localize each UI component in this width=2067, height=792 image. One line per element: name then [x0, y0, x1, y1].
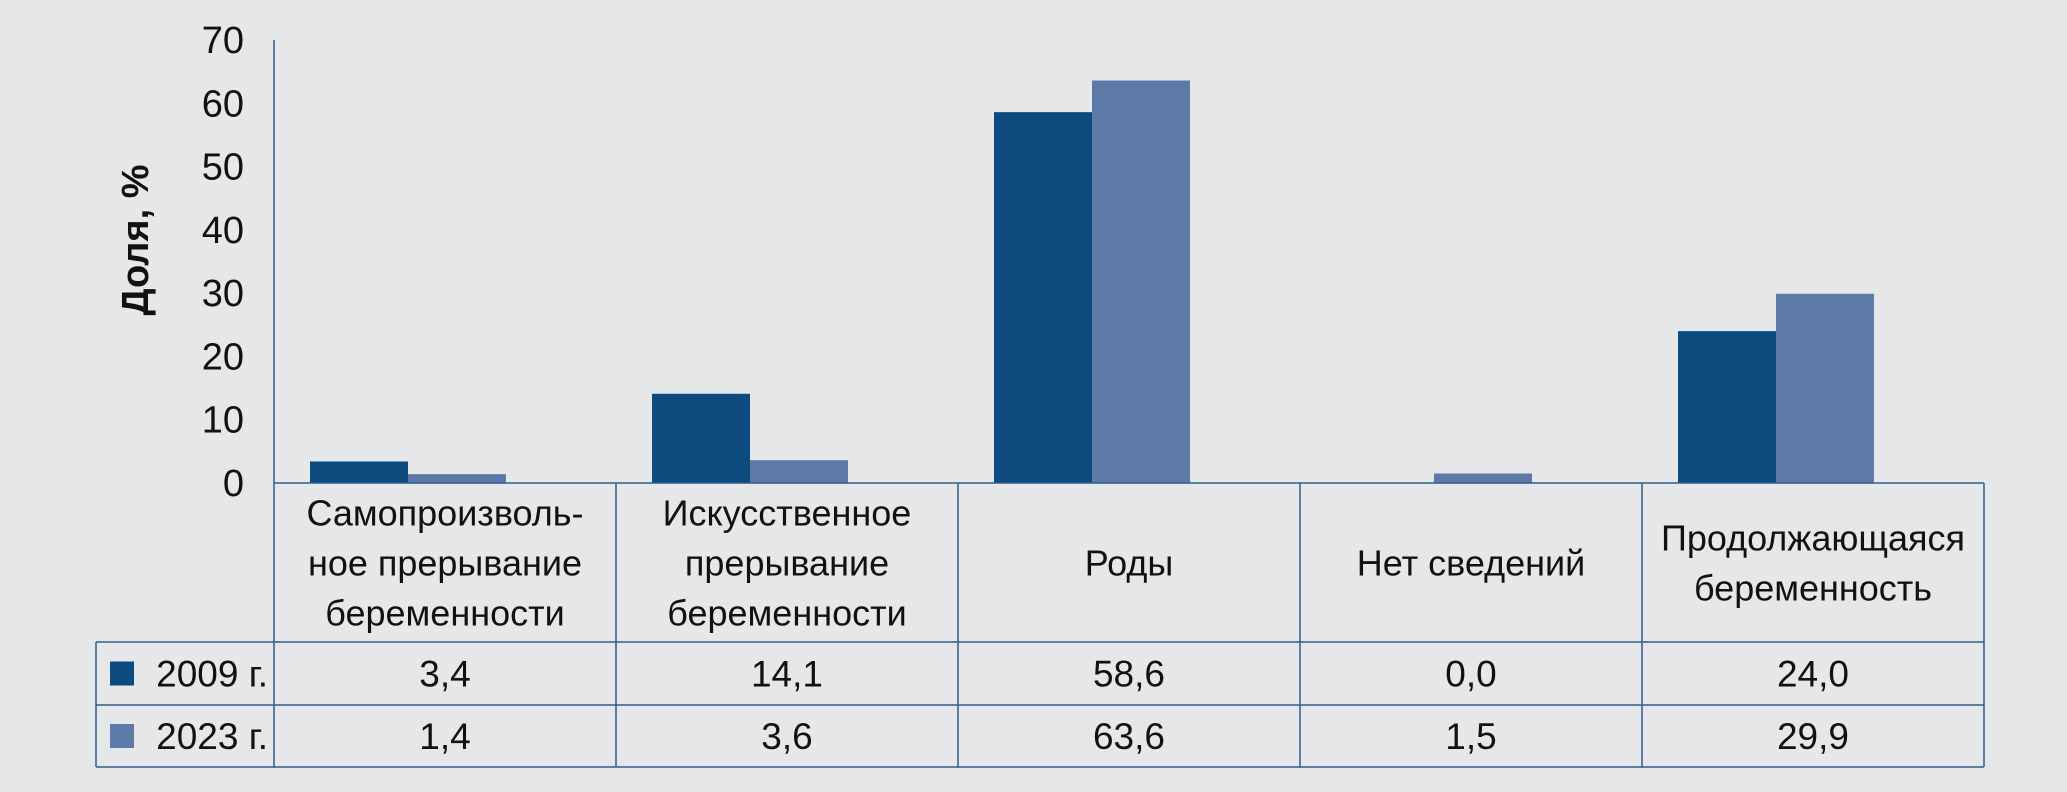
y-tick-label: 60: [202, 83, 244, 125]
y-tick-label: 0: [223, 463, 244, 505]
bar: [1092, 80, 1190, 483]
y-axis: 0 10 20 30 40 50 60 70: [202, 20, 275, 505]
category-label: прерывание: [685, 543, 889, 584]
y-tick-label: 20: [202, 336, 244, 378]
y-axis-label: Доля, %: [115, 164, 157, 315]
y-tick-label: 40: [202, 210, 244, 252]
bar: [310, 461, 408, 483]
legend-swatch: [110, 661, 134, 686]
bar: [750, 460, 848, 483]
data-label: 0,0: [1445, 654, 1496, 695]
category-label: Самопроизволь-: [306, 493, 583, 534]
data-table: Самопроизволь-ное прерывание беременности…: [95, 482, 1985, 768]
category-label: беременности: [667, 593, 906, 634]
category-label: Роды: [1085, 543, 1174, 584]
data-label: 63,6: [1093, 716, 1165, 757]
y-tick-label: 50: [202, 147, 244, 189]
legend-swatch: [110, 724, 134, 748]
y-tick-label: 30: [202, 273, 244, 315]
data-label: 14,1: [751, 654, 823, 695]
data-label: 29,9: [1777, 716, 1849, 757]
bar: [408, 474, 506, 483]
data-label: 3,4: [419, 654, 470, 695]
legend-label: 2009 г.: [156, 654, 268, 695]
category-label: беременность: [1694, 568, 1932, 609]
y-tick-label: 10: [202, 400, 244, 442]
bars: [310, 80, 1874, 483]
data-label: 58,6: [1093, 654, 1165, 695]
y-tick-label: 70: [202, 20, 244, 62]
legend-label: 2023 г.: [156, 716, 268, 757]
category-label: беременности: [325, 593, 564, 634]
data-label: 3,6: [761, 716, 812, 757]
category-label: Продолжающаяся: [1661, 518, 1965, 559]
bar: [1678, 331, 1776, 483]
category-label: Нет сведений: [1357, 543, 1585, 584]
category-label: ное прерывание: [308, 543, 582, 584]
data-label: 1,4: [419, 716, 470, 757]
bar: [1434, 473, 1532, 483]
bar: [994, 112, 1092, 483]
category-label: Искусственное: [663, 493, 912, 534]
data-label: 1,5: [1445, 716, 1496, 757]
data-label: 24,0: [1777, 654, 1849, 695]
bar: [1776, 293, 1874, 483]
bar: [652, 393, 750, 483]
